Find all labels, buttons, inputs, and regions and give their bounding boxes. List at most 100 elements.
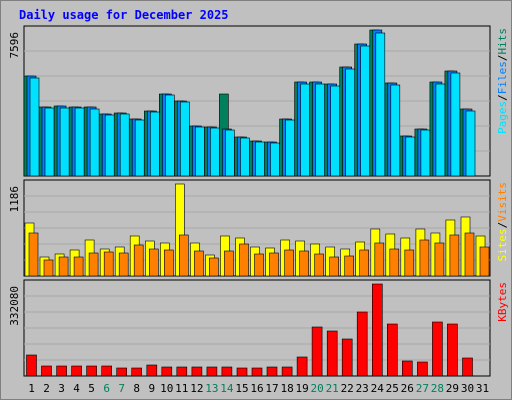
bar-pages-day-26 — [405, 136, 416, 177]
bar-kbytes-day-21 — [326, 330, 338, 377]
bar-visits-day-2 — [43, 259, 54, 277]
chart-labels: 7596Pages/Files/Hits1186Sites/Visits3320… — [8, 28, 509, 395]
chart-title: Daily usage for December 2025 — [19, 8, 229, 22]
bar-pages-day-14 — [225, 129, 235, 177]
bar-pages-day-9 — [150, 111, 160, 177]
bar-visits-day-25 — [389, 248, 400, 277]
bar-visits-day-20 — [314, 253, 324, 277]
bar-kbytes-day-18 — [281, 366, 293, 377]
bar-kbytes-day-26 — [401, 360, 413, 377]
bar-visits-day-5 — [88, 252, 99, 277]
bar-pages-day-22 — [345, 68, 356, 177]
bar-pages-day-11 — [180, 101, 190, 177]
bar-pages-day-2 — [44, 107, 55, 177]
bar-kbytes-day-27 — [417, 361, 428, 377]
bar-visits-day-18 — [284, 249, 294, 277]
bar-pages-day-10 — [165, 94, 175, 177]
bar-pages-day-16 — [255, 141, 265, 177]
bar-visits-day-11 — [179, 234, 189, 277]
x-tick-day-11: 11 — [175, 382, 188, 395]
kbytes-legend: KBytes — [496, 282, 509, 322]
bar-pages-day-5 — [89, 108, 100, 177]
x-tick-day-23: 23 — [356, 382, 369, 395]
x-tick-day-25: 25 — [386, 382, 399, 395]
bar-kbytes-day-16 — [251, 367, 263, 377]
x-tick-day-4: 4 — [73, 382, 80, 395]
bar-visits-day-6 — [103, 251, 114, 277]
bar-kbytes-day-29 — [447, 323, 458, 377]
legend-hits: Hits — [496, 28, 509, 55]
x-tick-day-31: 31 — [476, 382, 489, 395]
bar-visits-day-28 — [434, 242, 445, 277]
bar-pages-day-7 — [119, 113, 130, 177]
legend-sites: Sites — [496, 228, 509, 261]
pages-files-hits-ymax-label: 7596 — [8, 32, 21, 59]
bar-visits-day-27 — [419, 239, 430, 277]
bar-pages-day-13 — [210, 127, 220, 177]
bar-pages-day-23 — [360, 45, 371, 177]
bar-kbytes-day-6 — [101, 365, 112, 377]
legend-separator: / — [496, 55, 509, 62]
bar-pages-day-27 — [420, 129, 431, 177]
bar-pages-day-20 — [315, 83, 325, 177]
bar-kbytes-day-19 — [296, 356, 308, 377]
legend-files: Files — [496, 61, 509, 94]
bar-pages-day-8 — [134, 119, 145, 177]
bar-kbytes-day-14 — [221, 366, 233, 377]
x-tick-day-12: 12 — [190, 382, 203, 395]
bar-kbytes-day-2 — [41, 365, 52, 377]
x-tick-day-20: 20 — [310, 382, 323, 395]
bar-visits-day-30 — [464, 232, 475, 277]
bar-visits-day-3 — [58, 256, 69, 277]
x-tick-day-29: 29 — [446, 382, 459, 395]
pages-files-hits-legend: Pages/Files/Hits — [496, 28, 509, 134]
bar-kbytes-day-11 — [176, 366, 188, 377]
bar-pages-day-19 — [300, 83, 310, 177]
bar-visits-day-4 — [73, 256, 84, 277]
x-tick-day-2: 2 — [43, 382, 50, 395]
x-tick-day-6: 6 — [103, 382, 110, 395]
x-tick-day-13: 13 — [205, 382, 218, 395]
legend-separator: / — [496, 94, 509, 101]
bar-visits-day-17 — [269, 252, 279, 277]
legend-separator: / — [496, 222, 509, 229]
bar-kbytes-day-24 — [371, 283, 383, 377]
bar-pages-day-3 — [59, 107, 70, 177]
chart-panels — [23, 25, 491, 377]
legend-pages: Pages — [496, 101, 509, 134]
bar-visits-day-9 — [149, 248, 159, 277]
bar-kbytes-day-3 — [56, 365, 67, 377]
bar-visits-day-29 — [449, 234, 460, 277]
bar-pages-day-17 — [270, 142, 280, 177]
legend-kbytes: KBytes — [496, 282, 509, 322]
bar-kbytes-day-23 — [356, 311, 368, 377]
bar-pages-day-4 — [74, 107, 85, 177]
bar-visits-day-12 — [194, 250, 204, 277]
bar-pages-day-18 — [285, 119, 295, 177]
bar-kbytes-day-5 — [86, 365, 97, 377]
x-tick-day-7: 7 — [118, 382, 125, 395]
chart-bars — [23, 29, 490, 377]
bar-kbytes-day-9 — [146, 364, 158, 377]
x-tick-day-30: 30 — [461, 382, 474, 395]
bar-pages-day-24 — [375, 32, 386, 177]
bar-kbytes-day-12 — [191, 366, 203, 377]
x-tick-day-26: 26 — [401, 382, 414, 395]
bar-visits-day-15 — [239, 243, 249, 277]
bar-visits-day-1 — [28, 232, 39, 277]
bar-visits-day-31 — [479, 246, 490, 277]
bar-visits-day-24 — [374, 242, 385, 277]
legend-visits: Visits — [496, 182, 509, 222]
sites-visits-ymax-label: 1186 — [8, 186, 21, 213]
bar-kbytes-day-22 — [341, 338, 353, 377]
bar-visits-day-22 — [344, 255, 355, 277]
bar-visits-day-19 — [299, 250, 309, 277]
bar-kbytes-day-28 — [432, 321, 443, 377]
bar-visits-day-21 — [329, 256, 340, 277]
bar-pages-day-12 — [195, 126, 205, 177]
kbytes-ymax-label: 332080 — [8, 286, 21, 326]
bar-pages-day-21 — [330, 85, 341, 177]
bar-kbytes-day-13 — [206, 366, 218, 377]
bar-visits-day-26 — [404, 249, 415, 277]
